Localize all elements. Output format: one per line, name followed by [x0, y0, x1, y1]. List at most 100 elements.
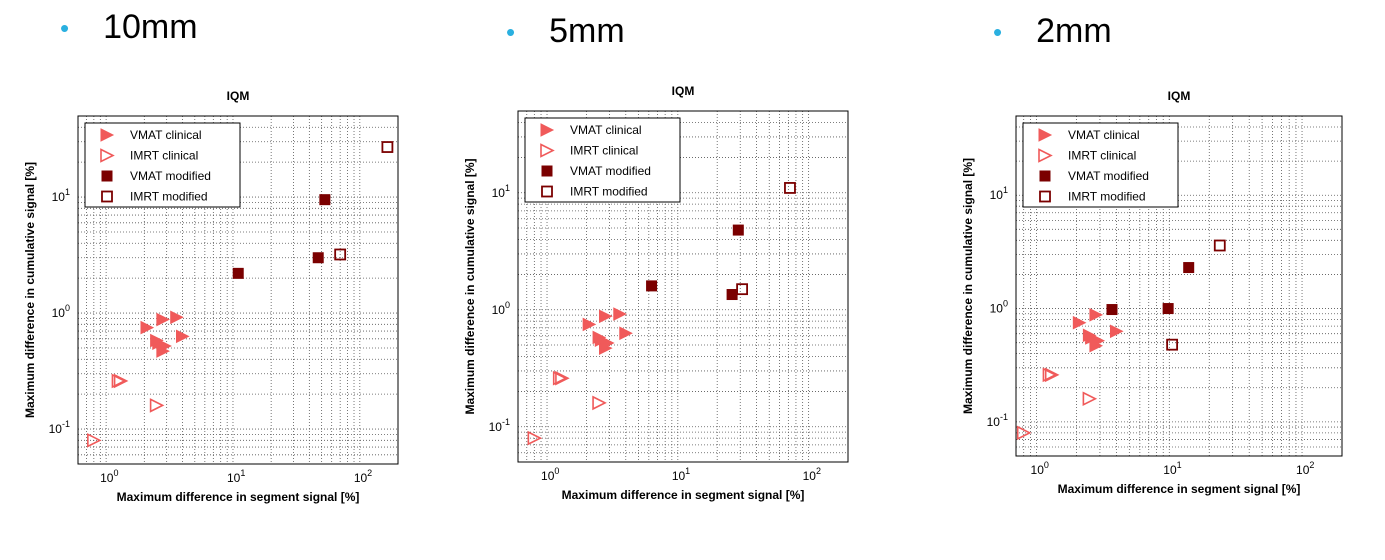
series-vmat-modified [1106, 262, 1195, 316]
bullet-icon: • [993, 16, 1003, 47]
legend-marker [541, 185, 553, 198]
series-vmat-clinical [1072, 308, 1124, 353]
legend-marker [101, 170, 113, 182]
data-point [552, 370, 568, 386]
series-imrt-clinical [87, 373, 165, 448]
legend-box [1022, 122, 1179, 208]
legend-box [84, 122, 241, 208]
series-imrt-modified [1166, 239, 1226, 351]
legend-label: VMAT clinical [570, 123, 642, 137]
data-point [381, 141, 394, 153]
series-imrt-modified [736, 182, 796, 296]
axes-box [1015, 115, 1343, 457]
data-point [732, 224, 744, 236]
x-tick-label: 100 [541, 466, 559, 483]
data-point [1016, 425, 1032, 441]
heading-label: 2mm [1036, 12, 1112, 50]
data-point [1109, 324, 1124, 339]
data-point [599, 341, 613, 355]
series-imrt-clinical [527, 370, 607, 446]
data-point [150, 333, 164, 348]
series-vmat-modified [646, 224, 744, 301]
x-tick-label: 100 [100, 468, 118, 485]
data-point [592, 395, 607, 411]
chart-title: IQM [672, 84, 695, 98]
x-tick-label: 100 [1031, 460, 1049, 477]
data-point [1213, 239, 1226, 252]
legend-marker [1038, 128, 1053, 142]
series-imrt-modified [334, 141, 394, 261]
data-point [555, 370, 570, 386]
legend-label: VMAT clinical [130, 128, 202, 142]
y-tick-label: 100 [990, 299, 1008, 316]
data-point [87, 433, 102, 448]
axes-box [517, 110, 849, 463]
x-axis-label: Maximum difference in segment signal [%] [117, 490, 360, 504]
data-point [1044, 367, 1060, 383]
legend-label: VMAT clinical [1068, 128, 1140, 142]
data-point [1166, 338, 1179, 351]
axes-box [77, 115, 399, 465]
legend-marker [540, 123, 555, 137]
data-point [176, 329, 190, 344]
data-point [592, 330, 607, 345]
legend-label: IMRT modified [570, 185, 648, 199]
legend-label: VMAT modified [570, 164, 651, 178]
data-point [1082, 391, 1098, 407]
legend-marker [1039, 170, 1051, 182]
heading-10mm: • 10mm [60, 8, 198, 47]
legend-label: VMAT modified [1068, 169, 1149, 183]
bullet-icon: • [60, 12, 70, 43]
legend-marker [100, 128, 115, 142]
data-point [1089, 308, 1104, 322]
plot-area: 100 101 102 10-1 100 101 IQM Maximum difference… [23, 89, 399, 504]
data-point [1162, 303, 1174, 315]
data-point [113, 373, 129, 389]
plot-area: 100 101 102 10-1 100 101 IQM Maximum difference… [961, 89, 1343, 496]
series-vmat-clinical [582, 307, 633, 355]
legend-marker [1039, 190, 1051, 203]
x-axis-label: Maximum difference in segment signal [%] [562, 488, 805, 502]
data-point [784, 182, 796, 194]
series-vmat-modified [232, 194, 331, 279]
legend-label: IMRT clinical [130, 149, 198, 163]
y-tick-label: 100 [52, 303, 70, 320]
data-point [170, 310, 184, 325]
y-tick-label: 10-1 [49, 419, 70, 436]
data-point [1183, 262, 1195, 274]
y-tick-label: 10-1 [489, 417, 510, 434]
data-point [140, 320, 155, 335]
data-point [1042, 367, 1058, 383]
plot-area: 100 101 102 10-1 100 101 IQM Maximum difference… [463, 84, 849, 502]
heading-label: 10mm [103, 8, 198, 46]
legend: VMAT clinical IMRT clinical VMAT modified I… [84, 122, 241, 208]
data-point [1082, 328, 1097, 343]
data-point [527, 430, 543, 446]
y-tick-label: 100 [492, 300, 510, 317]
legend-label: IMRT clinical [570, 144, 638, 158]
bullet-icon: • [506, 16, 516, 47]
y-tick-label: 10-1 [987, 412, 1008, 429]
x-tick-label: 102 [1296, 460, 1314, 477]
series-vmat-clinical [140, 310, 190, 358]
x-axis-label: Maximum difference in segment signal [%] [1058, 482, 1301, 496]
x-tick-label: 101 [672, 466, 690, 483]
y-axis-label: Maximum difference in cumulative signal … [961, 158, 975, 414]
x-tick-label: 102 [354, 468, 372, 485]
x-tick-label: 101 [1163, 460, 1181, 477]
legend-marker [541, 165, 553, 177]
data-point [334, 248, 347, 261]
x-tick-label: 101 [227, 468, 245, 485]
data-point [1072, 315, 1087, 330]
y-axis-label: Maximum difference in cumulative signal … [463, 158, 477, 414]
data-point [646, 280, 658, 292]
y-tick-label: 101 [492, 183, 510, 200]
heading-2mm: • 2mm [993, 12, 1112, 51]
legend-marker [101, 190, 113, 203]
chart-title: IQM [227, 89, 250, 103]
y-tick-label: 101 [990, 185, 1008, 202]
heading-5mm: • 5mm [506, 12, 625, 51]
legend-marker [100, 148, 115, 163]
